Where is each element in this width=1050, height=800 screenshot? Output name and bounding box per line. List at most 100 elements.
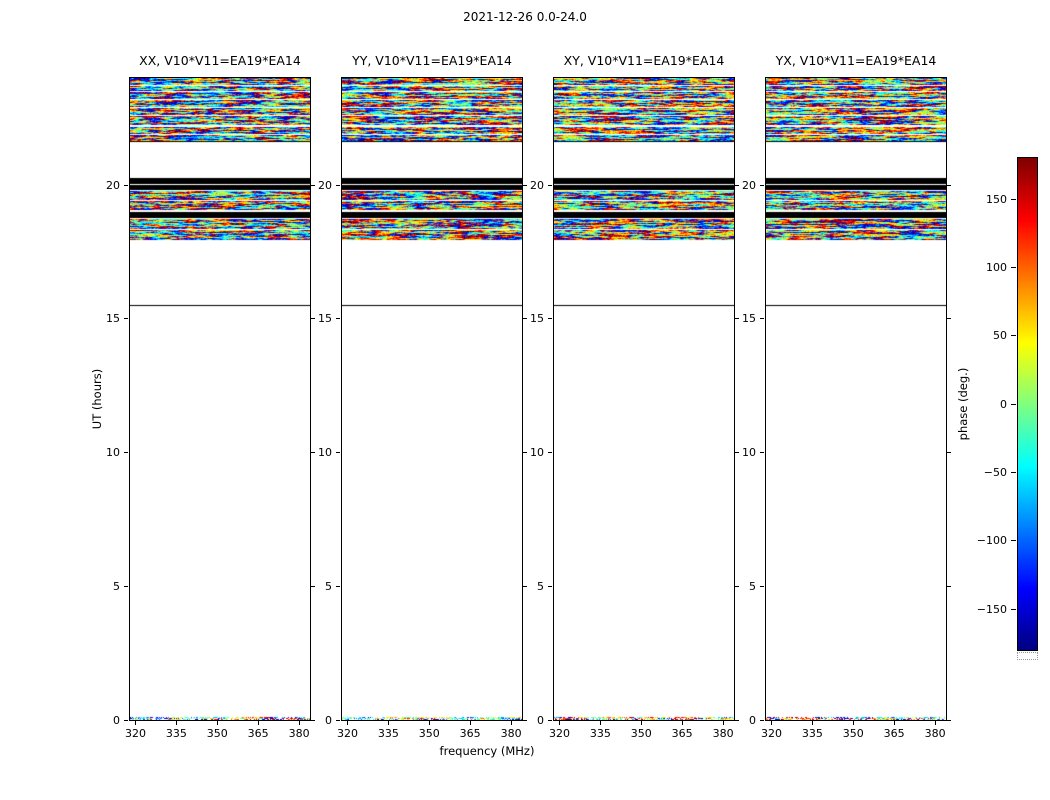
x-tick-label: 335 (589, 727, 611, 740)
y-tick-label: 5 (537, 579, 544, 593)
tick-mark (311, 318, 315, 320)
tick-mark (1011, 403, 1016, 405)
y-tick-label: 10 (742, 446, 756, 459)
tick-mark (311, 452, 315, 453)
tick-mark (735, 719, 739, 721)
y-tick-label: 15 (742, 312, 756, 326)
x-tick-label: 335 (801, 727, 823, 740)
tick-mark (548, 585, 552, 587)
tick-mark (523, 585, 527, 587)
tick-mark (124, 318, 128, 320)
tick-mark (124, 452, 128, 453)
tick-mark (722, 721, 724, 725)
tick-mark (947, 719, 951, 721)
tick-mark (548, 184, 552, 186)
tick-mark (311, 719, 315, 721)
y-tick-label: 20 (106, 178, 120, 192)
tick-mark (548, 452, 552, 453)
tick-mark (548, 318, 552, 320)
tick-mark (124, 585, 128, 587)
figure-title: 2021-12-26 0.0-24.0 (463, 10, 587, 24)
colorbar-extend-patch (1017, 652, 1038, 660)
x-tick-label: 335 (377, 727, 399, 740)
colorbar-gradient (1018, 158, 1037, 650)
tick-mark (681, 721, 683, 725)
tick-mark (640, 721, 642, 725)
tick-mark (852, 721, 854, 725)
tick-mark (947, 318, 951, 320)
tick-mark (558, 721, 560, 725)
x-tick-label: 380 (712, 727, 734, 740)
tick-mark (336, 452, 340, 453)
x-tick-label: 380 (288, 727, 310, 740)
tick-mark (760, 184, 764, 186)
tick-mark (1011, 471, 1016, 473)
x-tick-label: 365 (247, 727, 269, 740)
tick-mark (336, 719, 340, 721)
tick-mark (947, 452, 951, 453)
panel-heatmap (130, 78, 310, 720)
tick-mark (735, 452, 739, 453)
panel-axes (765, 77, 947, 721)
tick-mark (735, 184, 739, 186)
tick-mark (811, 721, 813, 725)
y-tick-label: 10 (530, 446, 544, 459)
tick-mark (175, 721, 177, 725)
tick-mark (311, 184, 315, 186)
colorbar-tick-label: −150 (976, 602, 1007, 616)
panel-heatmap (766, 78, 946, 720)
y-tick-label: 0 (325, 713, 332, 727)
tick-mark (947, 184, 951, 186)
tick-mark (523, 318, 527, 320)
tick-mark (336, 585, 340, 587)
colorbar-label: phase (deg.) (956, 367, 970, 441)
panel-axes (341, 77, 523, 721)
y-tick-label: 0 (113, 713, 120, 727)
tick-mark (760, 585, 764, 587)
tick-mark (523, 719, 527, 721)
x-axis-label: frequency (MHz) (439, 744, 535, 758)
y-axis-label: UT (hours) (90, 368, 104, 430)
x-tick-label: 350 (206, 727, 228, 740)
tick-mark (760, 318, 764, 320)
y-tick-label: 5 (325, 579, 332, 593)
tick-mark (947, 585, 951, 587)
tick-mark (216, 721, 218, 725)
colorbar-tick-label: −50 (983, 465, 1007, 479)
y-tick-label: 10 (318, 446, 332, 459)
panel-title: XX, V10*V11=EA19*EA14 (139, 53, 301, 68)
y-tick-label: 15 (318, 312, 332, 326)
tick-mark (760, 452, 764, 453)
x-tick-label: 365 (459, 727, 481, 740)
tick-mark (1011, 608, 1016, 610)
y-tick-label: 20 (742, 178, 756, 192)
x-tick-label: 320 (124, 727, 146, 740)
panel-title: YY, V10*V11=EA19*EA14 (352, 53, 512, 68)
colorbar-tick-label: −100 (976, 534, 1007, 548)
tick-mark (387, 721, 389, 725)
y-tick-label: 0 (749, 713, 756, 727)
tick-mark (428, 721, 430, 725)
x-tick-label: 350 (418, 727, 440, 740)
colorbar-tick-label: 50 (993, 329, 1007, 343)
panel-title: XY, V10*V11=EA19*EA14 (563, 53, 725, 68)
tick-mark (336, 318, 340, 320)
tick-mark (257, 721, 259, 725)
tick-mark (760, 719, 764, 721)
tick-mark (1011, 540, 1016, 542)
panel-axes (129, 77, 311, 721)
x-tick-label: 365 (671, 727, 693, 740)
panel-heatmap (554, 78, 734, 720)
x-tick-label: 320 (548, 727, 570, 740)
colorbar-tick-label: 100 (986, 260, 1007, 274)
y-tick-label: 5 (113, 579, 120, 593)
tick-mark (735, 318, 739, 320)
x-tick-label: 380 (500, 727, 522, 740)
tick-mark (1011, 266, 1016, 268)
panel-heatmap (342, 78, 522, 720)
y-tick-label: 10 (106, 446, 120, 459)
tick-mark (770, 721, 772, 725)
y-tick-label: 20 (318, 178, 332, 192)
y-tick-label: 15 (530, 312, 544, 326)
panel-title: YX, V10*V11=EA19*EA14 (775, 53, 937, 68)
